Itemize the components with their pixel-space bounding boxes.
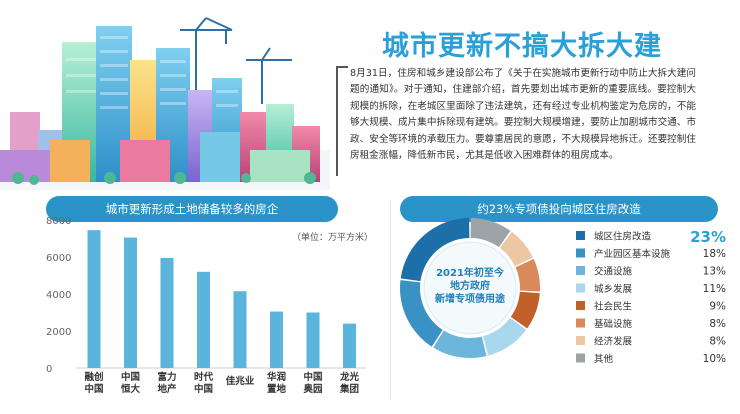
legend-swatch bbox=[576, 336, 585, 345]
donut-center bbox=[423, 241, 517, 335]
legend-percent: 8% bbox=[709, 336, 726, 348]
bar bbox=[270, 311, 283, 368]
legend-label: 交通设施 bbox=[594, 266, 633, 278]
y-tick-label: 6000 bbox=[46, 253, 71, 264]
donut-slice bbox=[510, 291, 540, 329]
donut-slice bbox=[470, 218, 511, 248]
y-tick-label: 4000 bbox=[46, 290, 71, 301]
bar bbox=[233, 291, 247, 368]
bar bbox=[197, 271, 210, 368]
bar-chart-unit: （单位：万平方米） bbox=[292, 233, 374, 243]
legend-label: 产业园区基本设施 bbox=[594, 248, 671, 260]
legend-percent: 10% bbox=[703, 353, 726, 365]
donut-center-label: 2021年初至今地方政府新增专项债用途 bbox=[435, 266, 506, 305]
bar bbox=[343, 323, 356, 368]
legend-percent: 13% bbox=[703, 266, 726, 278]
legend-label: 城乡发展 bbox=[594, 283, 633, 295]
y-tick-label: 0 bbox=[46, 364, 52, 375]
legend-percent: 18% bbox=[703, 248, 726, 260]
hero-banner: 城市更新不搞大拆大建 8月31日，住房和城乡建设部公布了《关于在实施城市更新行动… bbox=[0, 0, 740, 190]
legend-swatch bbox=[576, 266, 585, 275]
donut-chart: 2021年初至今地方政府新增专项债用途 城区住房改造 23% 产业园区基本设施 18% 交… bbox=[400, 218, 726, 365]
legend-swatch bbox=[576, 231, 585, 240]
x-tick-label: 融创中国 bbox=[84, 371, 103, 395]
donut-chart-title: 约23%专项债投向城区住房改造 bbox=[400, 196, 718, 222]
legend-percent: 23% bbox=[690, 228, 726, 246]
x-tick-label: 龙光集团 bbox=[339, 371, 360, 395]
article-text: 8月31日，住房和城乡建设部公布了《关于在实施城市更新行动中防止大拆大建问题的通… bbox=[350, 68, 696, 162]
donut-slice bbox=[483, 317, 527, 356]
donut-slice bbox=[515, 258, 540, 292]
legend-percent: 8% bbox=[709, 318, 726, 330]
donut-slice bbox=[400, 218, 470, 282]
bar bbox=[306, 312, 320, 368]
article-bracket bbox=[336, 66, 348, 176]
legend-label: 其他 bbox=[594, 353, 614, 365]
legend-label: 基础设施 bbox=[594, 318, 633, 330]
bar-chart-panel: 城市更新形成土地储备较多的房企 （单位：万平方米） 0 2000 4000 6000 8… bbox=[0, 190, 388, 414]
legend-swatch bbox=[576, 353, 585, 363]
donut-slice bbox=[499, 231, 533, 267]
y-tick-label: 8000 bbox=[46, 216, 71, 227]
panel-divider bbox=[390, 200, 391, 400]
page-title: 城市更新不搞大拆大建 bbox=[382, 31, 662, 62]
legend-swatch bbox=[576, 301, 585, 310]
legend-swatch bbox=[576, 248, 585, 258]
x-tick-label: 时代中国 bbox=[194, 371, 214, 395]
bar bbox=[124, 237, 137, 368]
x-tick-label: 佳兆业 bbox=[226, 375, 255, 387]
donut-chart-panel: 约23%专项债投向城区住房改造 2021年初至今地方政府新增专项债用途 城区住房改… bbox=[392, 190, 740, 414]
y-tick-label: 2000 bbox=[46, 327, 71, 338]
x-tick-label: 富力地产 bbox=[157, 371, 177, 395]
donut-slice bbox=[433, 330, 487, 358]
legend-label: 城区住房改造 bbox=[594, 231, 652, 243]
x-tick-label: 中国奥园 bbox=[302, 371, 322, 395]
x-tick-label: 华润置地 bbox=[267, 371, 287, 395]
city-skyline-illustration bbox=[0, 17, 330, 190]
legend-swatch bbox=[576, 318, 585, 328]
x-tick-label: 中国恒大 bbox=[121, 371, 141, 395]
donut-slice bbox=[400, 280, 443, 347]
legend-label: 经济发展 bbox=[594, 336, 633, 348]
bar bbox=[160, 257, 174, 368]
legend-label: 社会民生 bbox=[594, 301, 633, 313]
bar bbox=[87, 230, 101, 368]
legend-swatch bbox=[576, 283, 585, 293]
legend-percent: 11% bbox=[703, 283, 726, 295]
legend-percent: 9% bbox=[709, 301, 726, 313]
article-box: 8月31日，住房和城乡建设部公布了《关于在实施城市更新行动中防止大拆大建问题的通… bbox=[336, 66, 696, 176]
bar-chart-title: 城市更新形成土地储备较多的房企 bbox=[46, 196, 338, 222]
